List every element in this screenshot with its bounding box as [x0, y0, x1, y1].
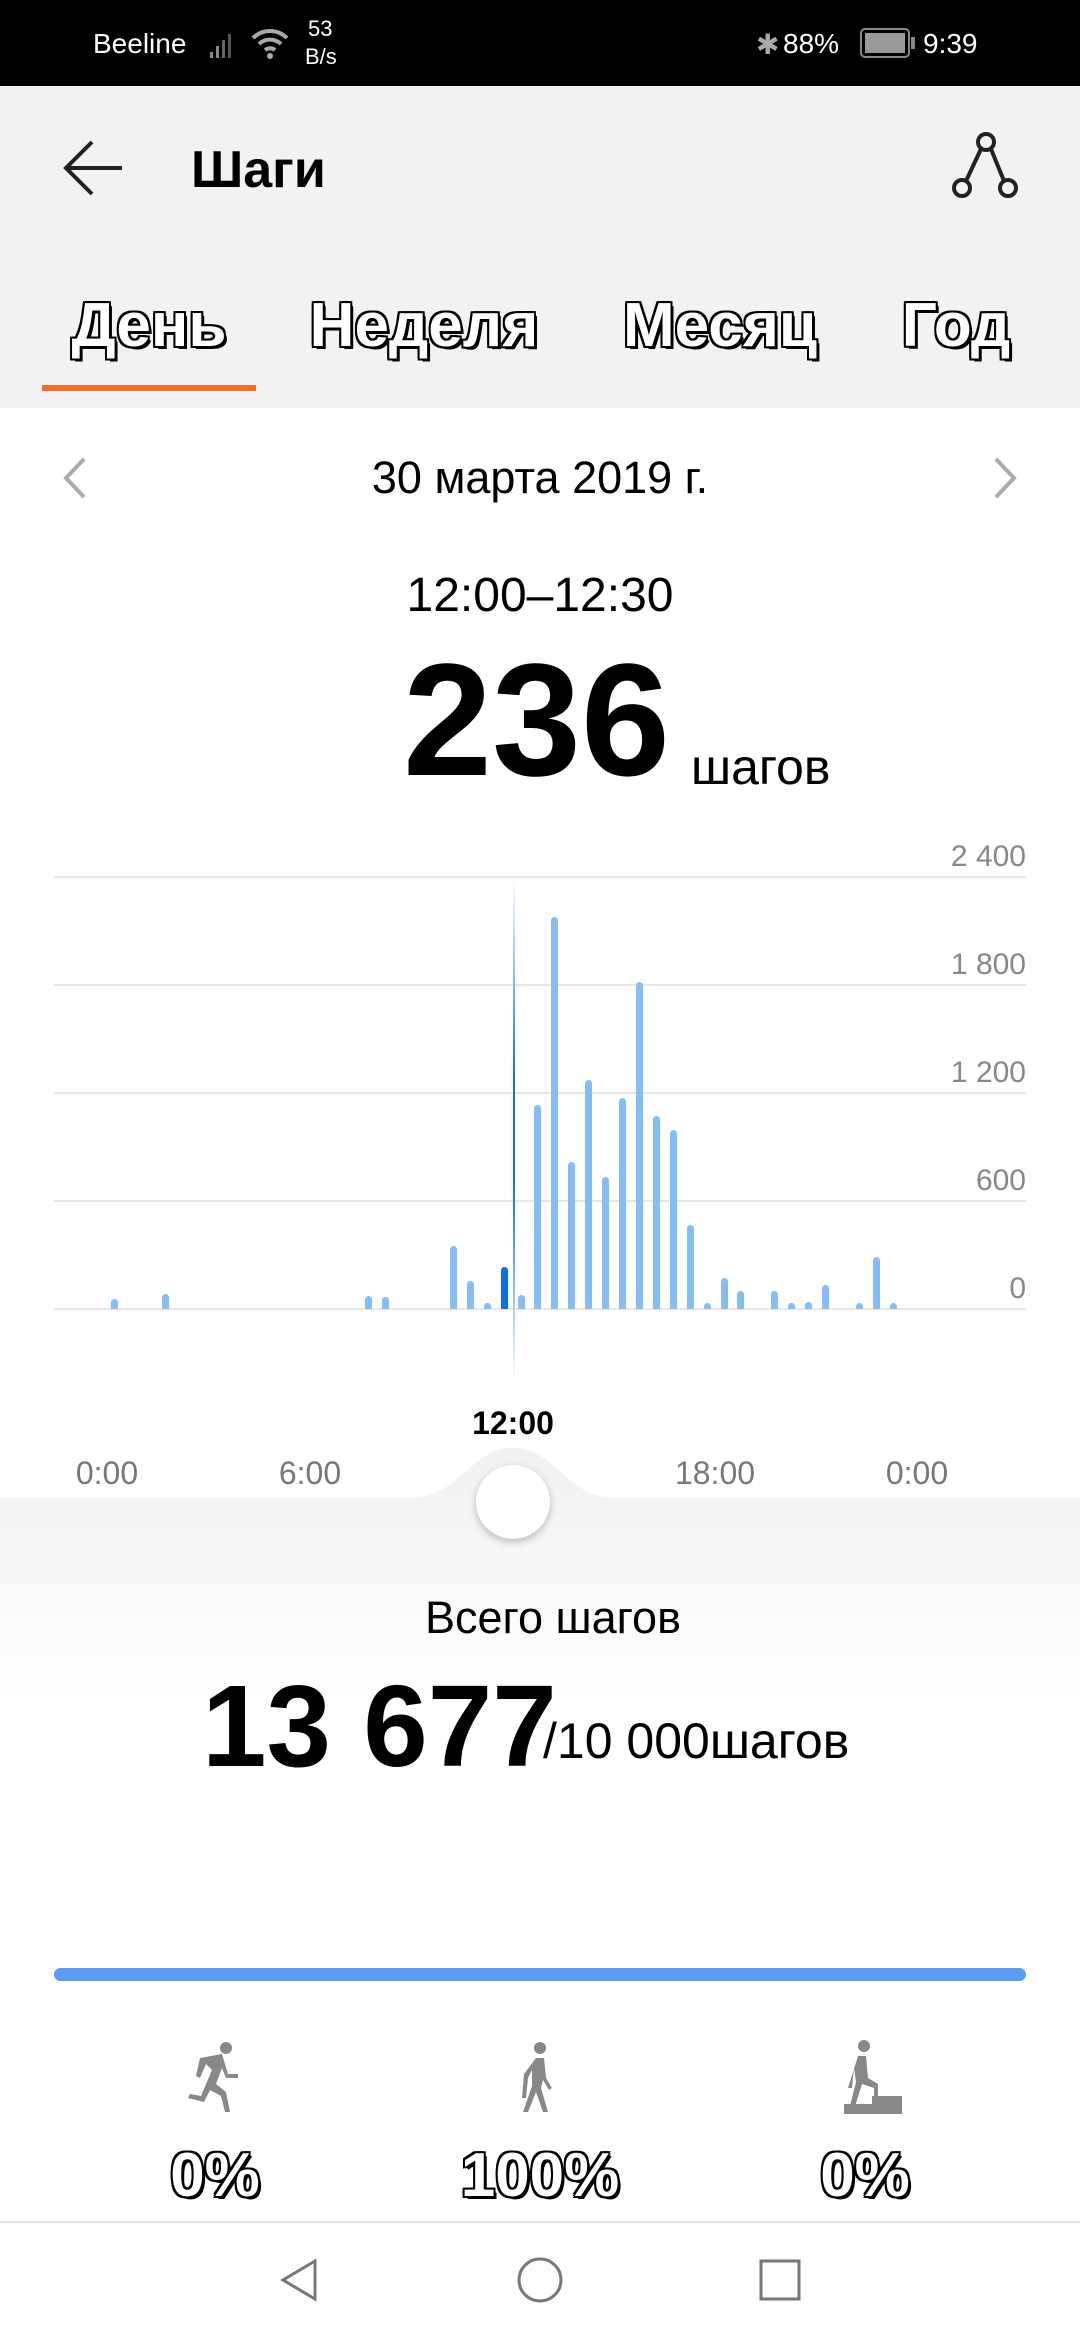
bar[interactable] — [619, 1097, 627, 1309]
y-tick-label: 1 800 — [950, 948, 1026, 981]
bar[interactable] — [534, 1104, 542, 1309]
gridline — [54, 1308, 1026, 1310]
x-tick-label: 0:00 — [75, 1455, 139, 1491]
tab-year[interactable]: Год — [901, 291, 1011, 360]
y-tick-label: 600 — [975, 1164, 1026, 1197]
status-bar: Beeline 53 B/s ✱ 88% 9:39 — [0, 0, 1080, 86]
selected-time-label: 12:00 — [472, 1405, 554, 1441]
bar[interactable] — [822, 1285, 830, 1309]
climbing-percent: 0% — [820, 2141, 910, 2210]
bar[interactable] — [585, 1080, 593, 1309]
running-percent: 0% — [170, 2141, 260, 2210]
steps-chart[interactable]: 2 400 1 800 1 200 600 0 0:00 6:00 18:00 … — [0, 0, 1080, 1500]
wifi-icon — [251, 28, 289, 59]
bar[interactable] — [855, 1303, 863, 1309]
selected-range: 12:00–12:30 — [406, 569, 674, 622]
tab-day[interactable]: День — [71, 291, 227, 360]
bar[interactable] — [805, 1301, 813, 1309]
selection-cursor-line — [513, 880, 515, 1380]
gridline — [54, 876, 1026, 878]
bar[interactable] — [602, 1177, 610, 1309]
battery-icon — [860, 28, 915, 58]
bar[interactable] — [365, 1296, 373, 1309]
bar[interactable] — [669, 1129, 677, 1309]
y-tick-label: 0 — [1009, 1272, 1026, 1305]
header — [0, 86, 1080, 408]
carrier: Beeline — [93, 28, 187, 59]
bar[interactable] — [889, 1303, 897, 1309]
nav-divider — [0, 2221, 1080, 2223]
bar[interactable] — [162, 1294, 170, 1309]
tab-month[interactable]: Месяц — [622, 291, 818, 360]
bar[interactable] — [568, 1161, 576, 1309]
back-icon[interactable] — [275, 2255, 325, 2305]
y-tick-label: 1 200 — [950, 1056, 1026, 1089]
bar[interactable] — [788, 1303, 796, 1309]
bar-selected[interactable] — [500, 1266, 508, 1309]
arrow-left-icon[interactable] — [62, 136, 126, 200]
signal-icon — [210, 34, 231, 58]
net-speed-value: 53 — [308, 16, 333, 41]
bar[interactable] — [720, 1278, 728, 1309]
climbing-stairs-icon — [844, 2040, 902, 2114]
bar[interactable] — [737, 1291, 745, 1309]
bar[interactable] — [449, 1246, 457, 1309]
home-icon[interactable] — [515, 2255, 565, 2305]
bluetooth-icon: ✱ — [756, 29, 780, 60]
clock: 9:39 — [923, 28, 978, 59]
bar[interactable] — [652, 1115, 660, 1309]
bar[interactable] — [382, 1296, 390, 1309]
bar[interactable] — [771, 1291, 779, 1309]
goal-progress-fill — [54, 1968, 1026, 1981]
summary-background — [0, 1448, 1080, 1700]
bar[interactable] — [111, 1299, 119, 1309]
date-label: 30 марта 2019 г. — [371, 452, 709, 503]
steps-goal: /10 000шагов — [543, 1713, 850, 1769]
bar[interactable] — [635, 981, 643, 1309]
total-steps-label: Всего шагов — [425, 1592, 681, 1643]
x-tick-label: 6:00 — [278, 1455, 342, 1491]
goal-progress-bar — [54, 1968, 1026, 1981]
total-steps: 13 677 — [202, 1661, 557, 1791]
page-title: Шаги — [191, 141, 326, 199]
active-tab-indicator — [42, 385, 256, 391]
walking-percent: 100% — [460, 2141, 620, 2210]
selected-steps-unit: шагов — [691, 739, 831, 795]
gridline — [54, 984, 1026, 986]
net-speed-unit: B/s — [305, 44, 337, 69]
chevron-left-icon[interactable] — [58, 455, 90, 501]
bar[interactable] — [703, 1303, 711, 1309]
selected-steps: 236 — [403, 630, 670, 809]
time-slider-knob[interactable] — [476, 1465, 550, 1539]
x-tick-label: 0:00 — [885, 1455, 949, 1491]
walking-icon — [522, 2042, 552, 2112]
x-tick-label: 18:00 — [674, 1455, 756, 1491]
tab-week[interactable]: Неделя — [309, 291, 539, 360]
share-icon[interactable] — [950, 130, 1022, 202]
bar[interactable] — [466, 1281, 474, 1309]
y-tick-label: 2 400 — [950, 840, 1026, 873]
bar[interactable] — [517, 1294, 525, 1309]
chevron-right-icon[interactable] — [990, 455, 1022, 501]
bar[interactable] — [483, 1303, 491, 1309]
gridline — [54, 1092, 1026, 1094]
bar[interactable] — [551, 916, 559, 1309]
bar[interactable] — [686, 1225, 694, 1309]
bar[interactable] — [872, 1256, 880, 1309]
battery-percent: 88% — [783, 28, 840, 59]
recents-icon[interactable] — [755, 2255, 805, 2305]
running-icon — [188, 2042, 238, 2112]
